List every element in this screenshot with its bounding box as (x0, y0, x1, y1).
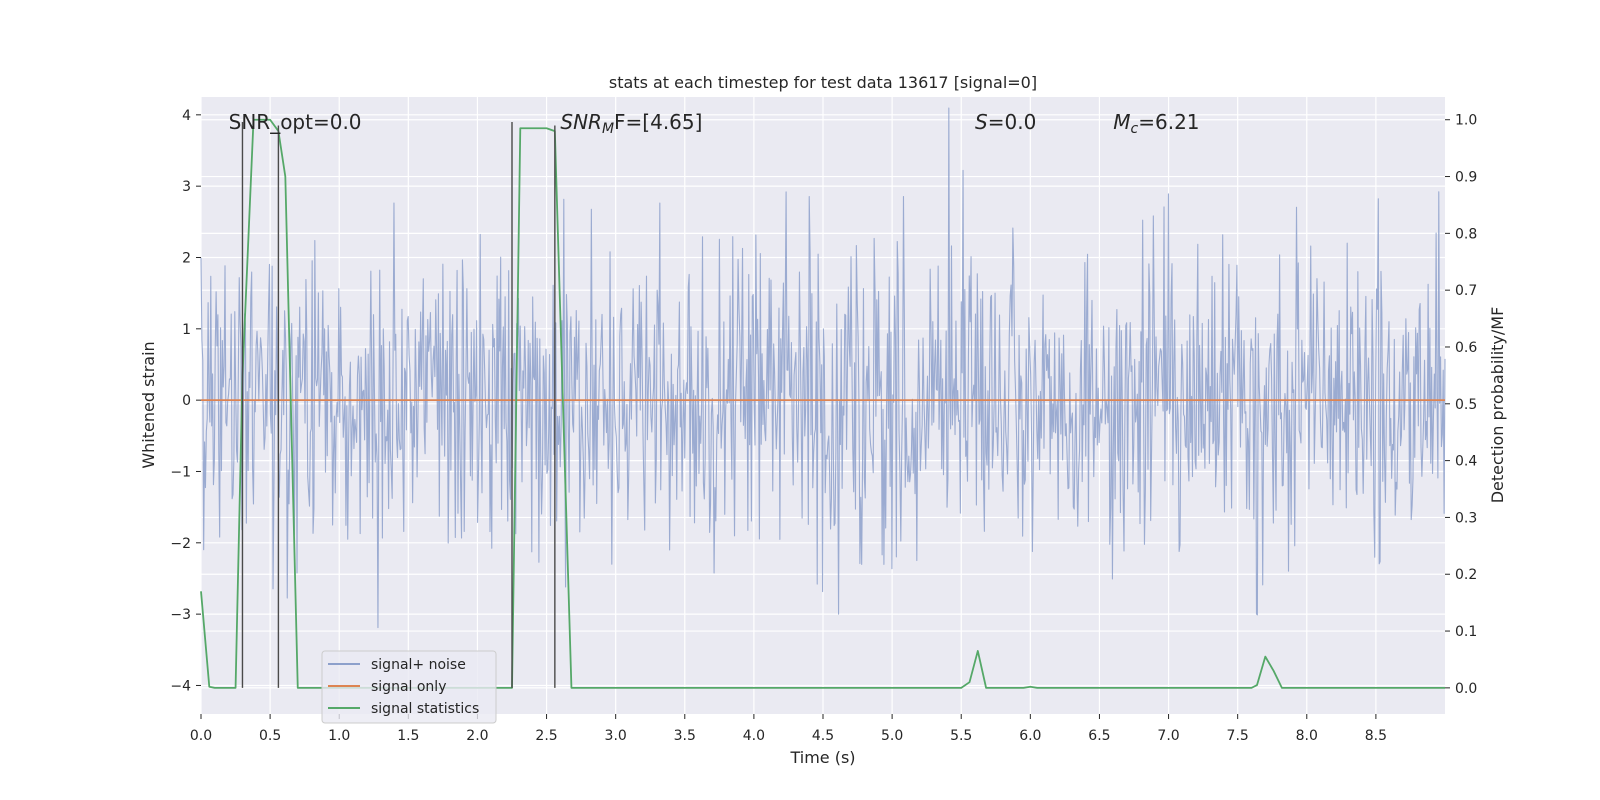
y-axis-label: Whitened strain (139, 341, 158, 468)
legend-label-signal-noise: signal+ noise (371, 657, 466, 673)
legend-label-signal-only: signal only (371, 679, 446, 695)
y-tick-label-4: 0 (182, 393, 191, 409)
right-y-axis: 1.0 0.9 0.8 0.7 0.6 0.5 0.4 0.3 0.2 0.1 0.0 (1445, 113, 1477, 697)
annotation-3: Mc=6.21 (1113, 110, 1199, 137)
left-y-axis: 4 3 2 1 0 −1 −2 −3 −4 (170, 108, 201, 694)
series-layer (200, 107, 1446, 689)
y-right-tick-label-10: 0.0 (1455, 681, 1477, 697)
x-tick-label-0: 0.0 (190, 728, 212, 744)
x-tick-label-10: 5.0 (881, 728, 903, 744)
x-tick-label-13: 6.5 (1088, 728, 1110, 744)
x-tick-label-14: 7.0 (1157, 728, 1179, 744)
y-tick-label-8: −4 (170, 678, 191, 694)
y-right-tick-label-1: 0.9 (1455, 170, 1477, 186)
annotations: SNR_opt=0.0 SNRMF=[4.65] S=0.0 Mc=6.21 (229, 110, 1200, 137)
y-right-tick-label-7: 0.3 (1455, 510, 1477, 526)
y-right-tick-label-2: 0.8 (1455, 226, 1477, 242)
x-tick-label-4: 2.0 (466, 728, 488, 744)
y-right-tick-label-5: 0.5 (1455, 397, 1477, 413)
y-tick-label-7: −3 (170, 607, 191, 623)
x-tick-label-3: 1.5 (397, 728, 419, 744)
x-tick-label-7: 3.5 (674, 728, 696, 744)
series-line-signal-statistics (200, 118, 1445, 689)
x-axis: 0.0 0.5 1.0 1.5 2.0 2.5 3.0 3.5 4.0 4.5 5.0 5.5 6.0 6… (190, 714, 1387, 744)
annotation-1: SNRMF=[4.65] (560, 110, 702, 137)
x-axis-label: Time (s) (789, 748, 855, 767)
y-tick-label-1: 3 (182, 179, 191, 195)
legend-box (321, 650, 497, 724)
y-right-tick-label-9: 0.1 (1455, 624, 1477, 640)
annotation-2: S=0.0 (975, 110, 1036, 134)
x-tick-label-2: 1.0 (328, 728, 350, 744)
y-right-tick-label-8: 0.2 (1455, 567, 1477, 583)
legend-label-signal-statistics: signal statistics (371, 701, 479, 717)
y-right-tick-label-4: 0.6 (1455, 340, 1477, 356)
x-tick-label-1: 0.5 (259, 728, 281, 744)
y-tick-label-6: −2 (170, 536, 191, 552)
y-right-tick-label-0: 1.0 (1455, 113, 1477, 129)
x-tick-label-16: 8.0 (1296, 728, 1318, 744)
x-tick-label-6: 3.0 (605, 728, 627, 744)
annotation-0: SNR_opt=0.0 (229, 110, 362, 134)
legend: signal+ noise signal only signal statist… (321, 650, 497, 724)
y-tick-label-5: −1 (170, 464, 191, 480)
chart-title: stats at each timestep for test data 136… (609, 73, 1037, 92)
y-tick-label-2: 2 (182, 250, 191, 266)
y-tick-label-3: 1 (182, 322, 191, 338)
x-tick-label-12: 6.0 (1019, 728, 1041, 744)
series-line-signal-noise (200, 107, 1446, 629)
y-axis-label-right: Detection probability/MF (1488, 307, 1507, 504)
y-right-tick-label-3: 0.7 (1455, 283, 1477, 299)
x-tick-label-8: 4.0 (743, 728, 765, 744)
y-right-tick-label-6: 0.4 (1455, 454, 1477, 470)
x-tick-label-9: 4.5 (812, 728, 834, 744)
vertical-markers (241, 121, 556, 688)
y-tick-label-0: 4 (182, 108, 191, 124)
x-tick-label-17: 8.5 (1365, 728, 1387, 744)
x-tick-label-15: 7.5 (1227, 728, 1249, 744)
x-tick-label-11: 5.5 (950, 728, 972, 744)
x-tick-label-5: 2.5 (535, 728, 557, 744)
